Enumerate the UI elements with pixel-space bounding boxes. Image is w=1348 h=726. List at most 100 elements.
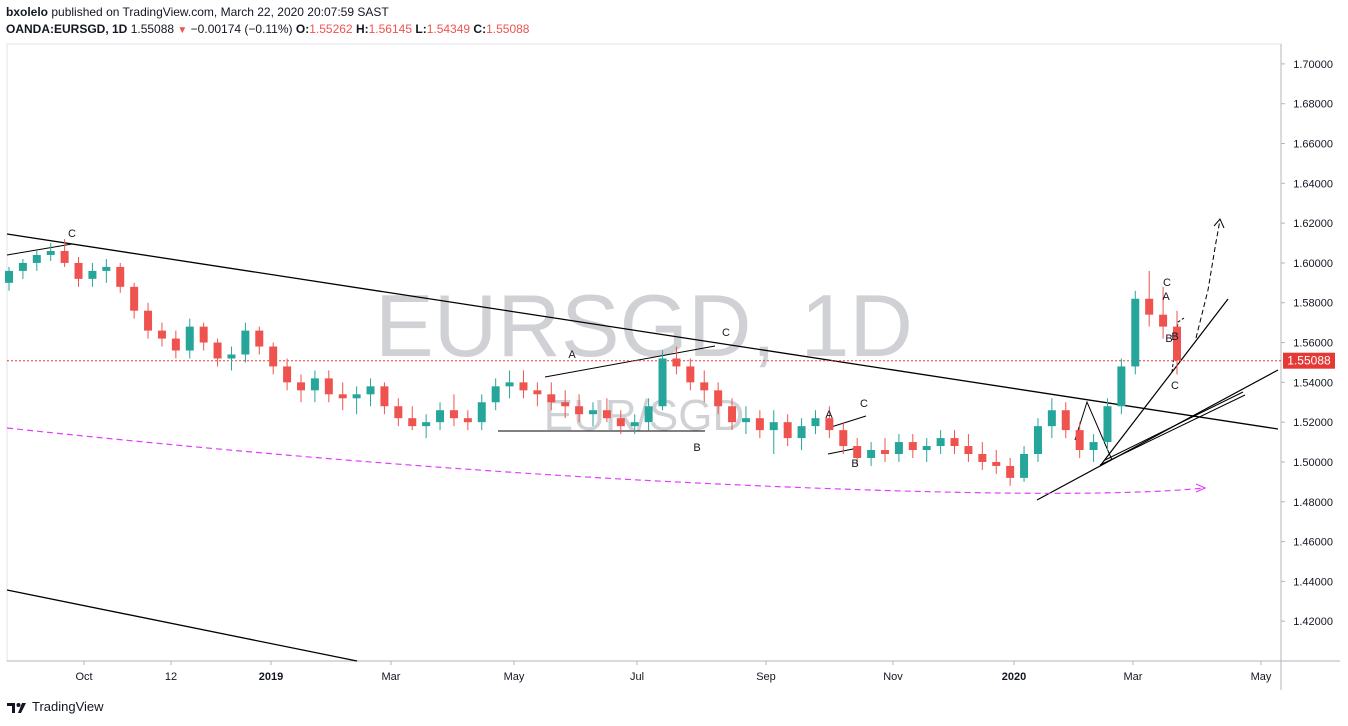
candle-body xyxy=(463,418,472,423)
candle-body xyxy=(102,266,111,271)
author-name[interactable]: bxolelo xyxy=(6,5,49,19)
price-tick-label: 1.48000 xyxy=(1293,497,1333,509)
wave-label: B xyxy=(851,458,858,470)
wave-label: A xyxy=(568,349,576,361)
candle-body xyxy=(853,446,862,458)
time-tick-label: Jul xyxy=(630,671,644,683)
time-tick-label: 12 xyxy=(165,671,177,683)
tradingview-logo-icon xyxy=(7,702,26,713)
candle-body xyxy=(908,442,917,451)
price-axis[interactable]: 1.70000 1.68000 1.66000 1.64000 1.62000 1.600… xyxy=(1281,59,1333,628)
candle-body xyxy=(783,422,792,439)
candle-body xyxy=(797,426,806,439)
last-price-tag-bg xyxy=(1283,352,1335,369)
candle-body xyxy=(547,394,556,403)
candle-body xyxy=(227,354,236,359)
published-text: published on TradingView.com, March 22, … xyxy=(51,5,389,19)
candle-body xyxy=(1047,410,1056,427)
candle-body xyxy=(755,418,764,431)
price-tick-label: 1.66000 xyxy=(1293,139,1333,151)
candle-body xyxy=(1075,430,1084,451)
candle-body xyxy=(283,366,292,383)
price-tick-label: 1.70000 xyxy=(1293,59,1333,71)
price-tick-label: 1.60000 xyxy=(1293,258,1333,270)
candle-body xyxy=(60,250,69,263)
price-tick-label: 1.56000 xyxy=(1293,338,1333,350)
high-label: H: xyxy=(355,22,369,36)
wave-label: C xyxy=(722,327,730,339)
candle-body xyxy=(1131,298,1140,367)
wave-label: B xyxy=(1171,331,1178,343)
time-tick-label: 2019 xyxy=(259,671,283,683)
footer-brand[interactable]: TradingView xyxy=(6,699,104,714)
candle-body xyxy=(422,422,431,427)
trendline-rising-2 xyxy=(1099,394,1246,466)
candle-body xyxy=(269,346,278,367)
price-tick-label: 1.68000 xyxy=(1293,99,1333,111)
flag-line-top xyxy=(827,415,867,429)
time-axis[interactable]: Oct 12 2019 Mar May Jul Sep Nov 2020 Mar May xyxy=(75,661,1272,683)
candle-body xyxy=(1145,298,1154,315)
trendline-lower xyxy=(6,589,358,662)
candle-body xyxy=(491,386,500,403)
candle-body xyxy=(602,410,611,419)
wedge-line-1 xyxy=(6,243,73,256)
price-tick-label: 1.54000 xyxy=(1293,377,1333,389)
candle-body xyxy=(700,382,709,391)
time-tick-label: Mar xyxy=(382,671,401,683)
symbol-name: OANDA:EURSGD, 1D xyxy=(6,22,128,36)
candle-body xyxy=(519,382,528,391)
trendline-rising-3 xyxy=(1104,391,1244,461)
candle-body xyxy=(589,410,597,415)
time-tick-label: Sep xyxy=(756,671,776,683)
price-tick-label: 1.50000 xyxy=(1293,457,1333,469)
candle-body xyxy=(839,430,848,447)
time-tick-label: May xyxy=(1251,671,1272,683)
last-price-tag: 1.55088 xyxy=(1283,352,1335,369)
low-value: 1.54349 xyxy=(426,22,471,36)
candle-body xyxy=(1020,454,1029,478)
candle-body xyxy=(130,286,139,311)
candle-body xyxy=(672,358,681,367)
price-tick-label: 1.58000 xyxy=(1293,298,1333,310)
wave-label: C xyxy=(1163,277,1171,289)
close-label: C: xyxy=(473,22,487,36)
close-value: 1.55088 xyxy=(486,22,530,36)
candles xyxy=(5,239,1181,486)
candle-body xyxy=(1033,426,1042,455)
candle-body xyxy=(380,386,389,407)
open-label: O: xyxy=(295,22,310,36)
candle-body xyxy=(575,406,584,415)
candle-body xyxy=(561,402,570,407)
candle-body xyxy=(32,254,41,263)
candle-body xyxy=(881,450,889,455)
wave-label: B xyxy=(1165,333,1172,345)
wave-label: A xyxy=(1162,291,1170,303)
candle-body xyxy=(867,450,876,458)
candle-body xyxy=(950,438,959,447)
trendline-upper xyxy=(6,233,1279,430)
candle-body xyxy=(1006,465,1015,478)
candle-body xyxy=(728,406,737,423)
wave-label: C xyxy=(1171,380,1179,392)
time-tick-label: Oct xyxy=(75,671,92,683)
time-tick-label: 2020 xyxy=(1002,671,1026,683)
wave-path-projection xyxy=(1195,219,1221,339)
candle-body xyxy=(1061,410,1070,431)
time-tick-label: Nov xyxy=(883,671,903,683)
candle-body xyxy=(157,330,166,339)
candle-body xyxy=(922,446,931,451)
candle-body xyxy=(894,442,903,455)
last-price-tag-text: 1.55088 xyxy=(1287,354,1331,368)
last-price: 1.55088 xyxy=(130,22,175,36)
price-change: −0.00174 (−0.11%) xyxy=(190,22,293,36)
price-tick-label: 1.42000 xyxy=(1293,616,1333,628)
candle-body xyxy=(324,378,333,395)
candle-body xyxy=(1117,366,1126,407)
price-tick-label: 1.62000 xyxy=(1293,218,1333,230)
candle-body xyxy=(1173,326,1181,361)
candle-body xyxy=(1159,314,1168,327)
candle-body xyxy=(964,446,973,455)
candle-body xyxy=(769,422,778,431)
